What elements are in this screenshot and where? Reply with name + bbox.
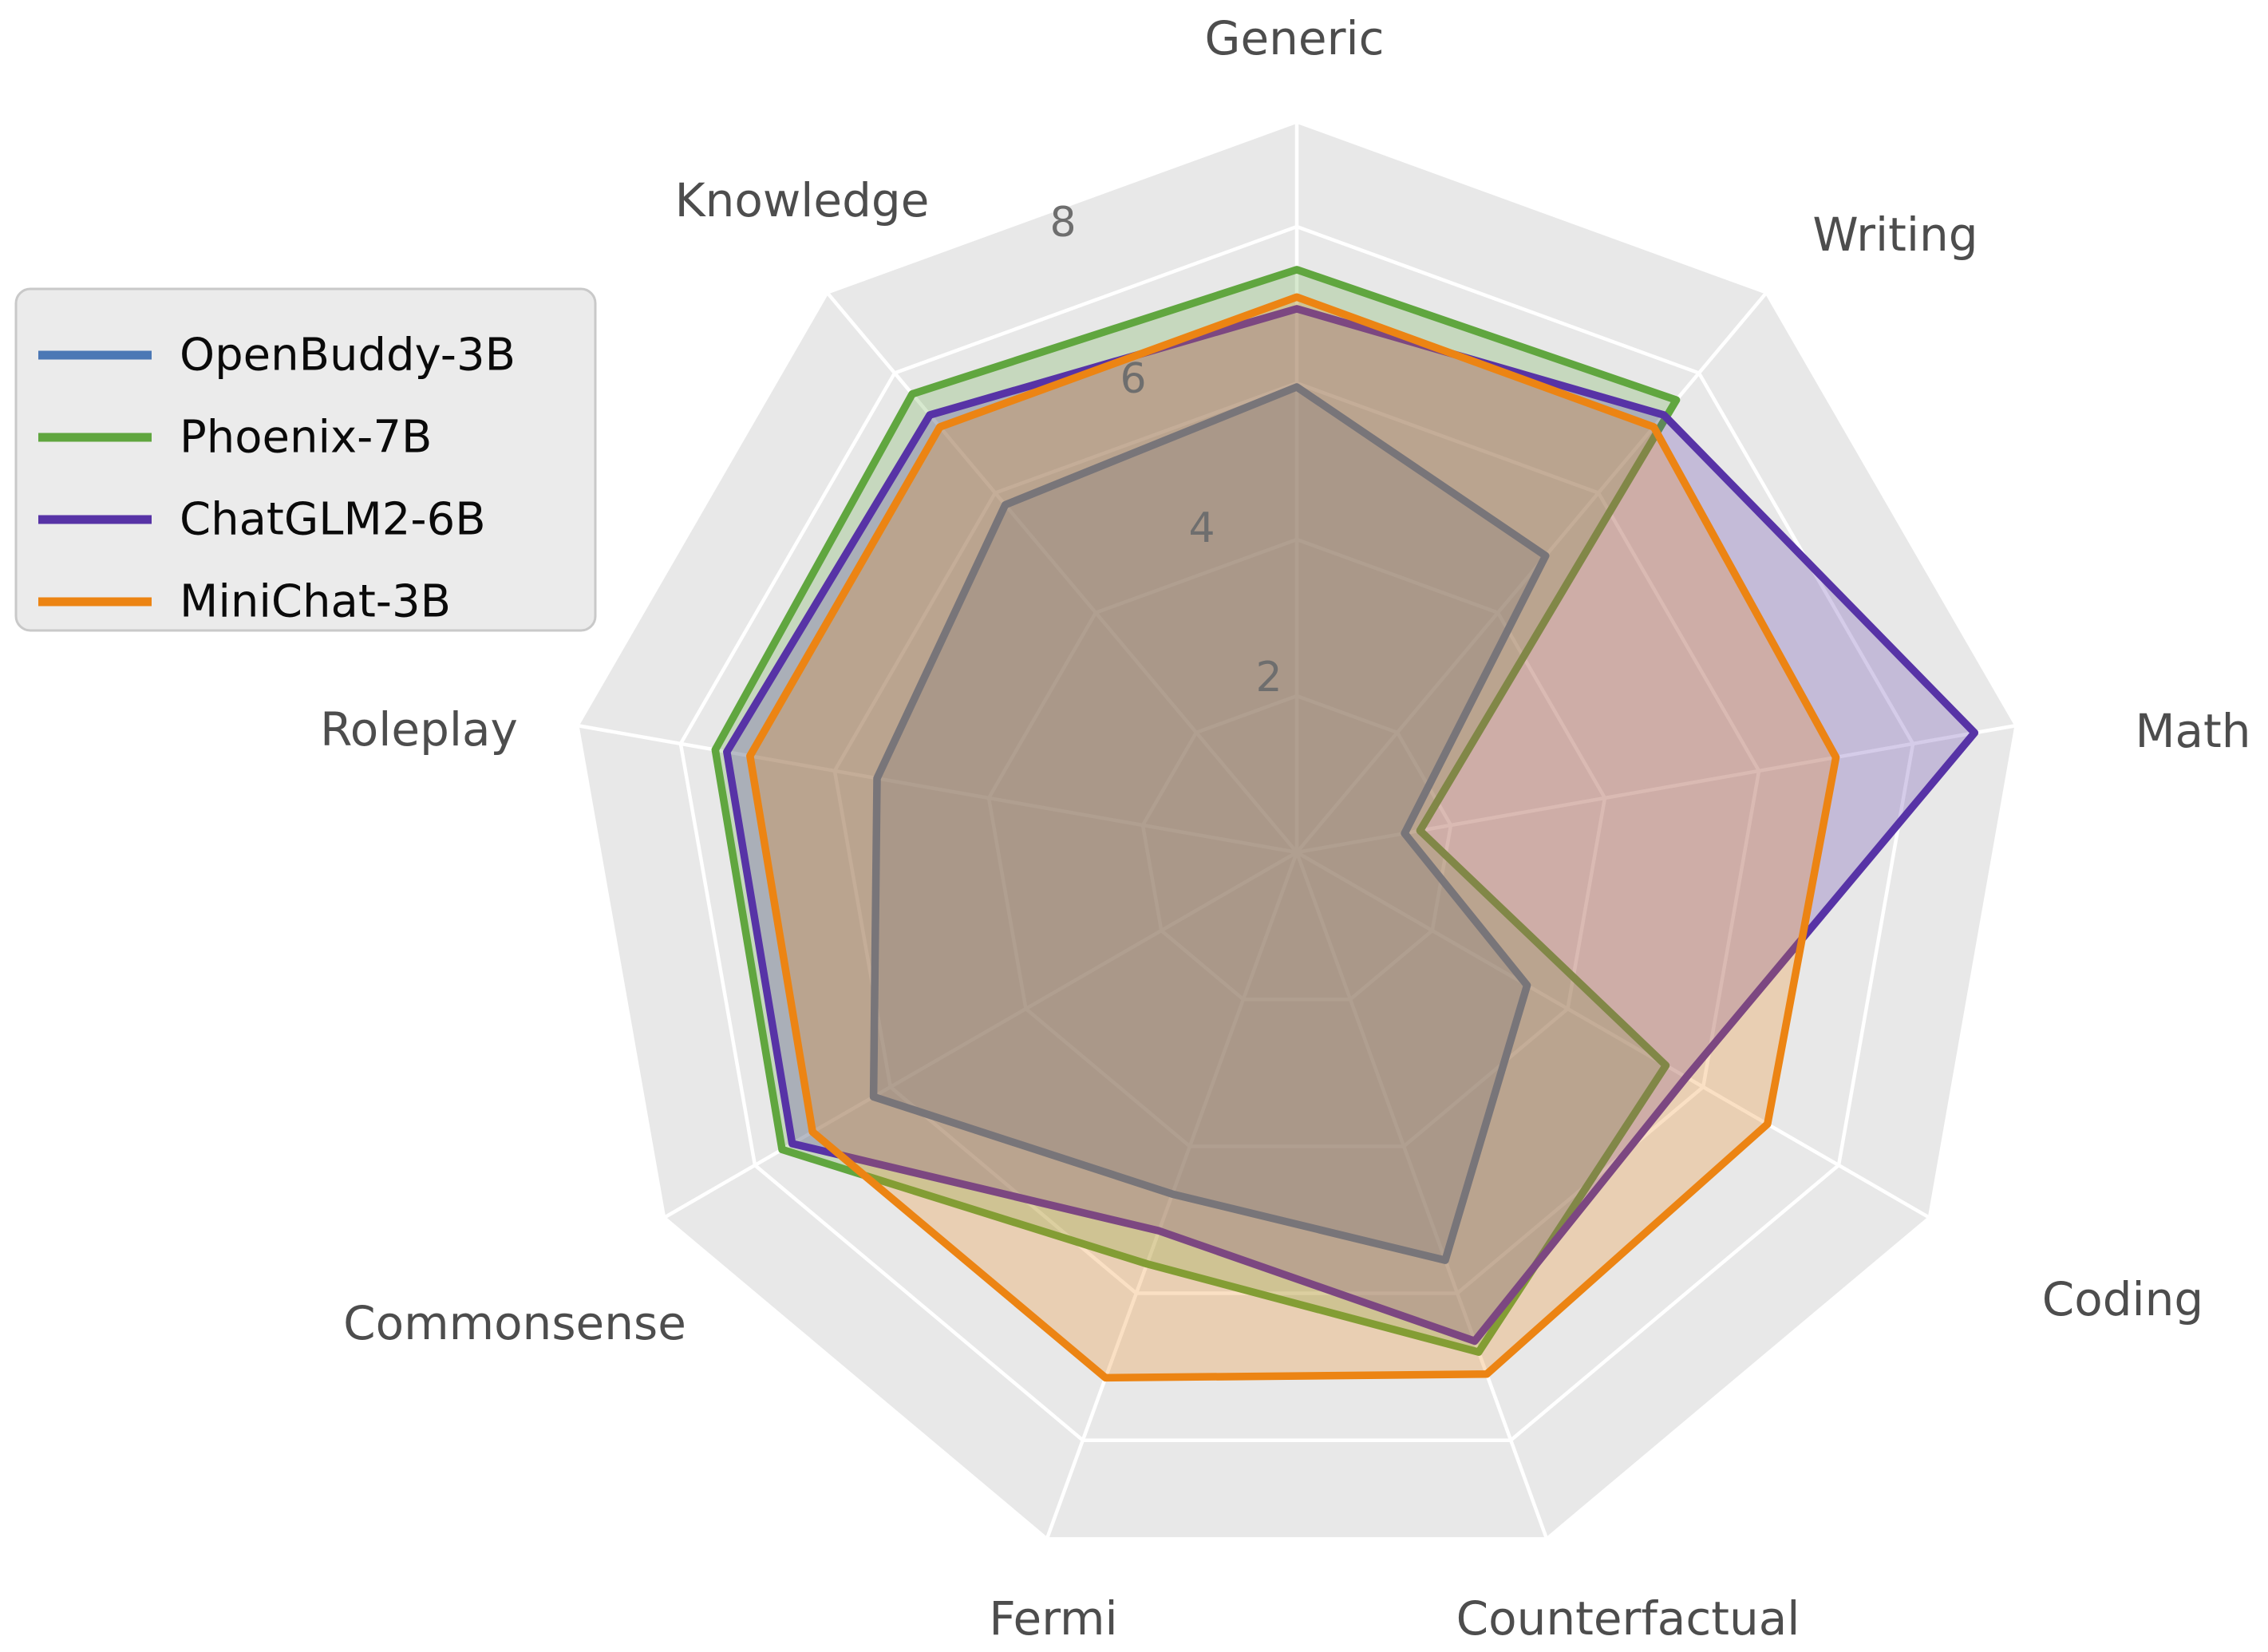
axis-label-math: Math [2135, 704, 2250, 758]
axis-spoke-roleplay [577, 723, 1298, 855]
series-minichat-3b-area [749, 297, 1836, 1378]
series-openbuddy-3b-line [869, 383, 1550, 1264]
axis-label-fermi: Fermi [989, 1591, 1117, 1646]
axis-spoke-coding [1295, 851, 1930, 1219]
series-phoenix-7b-line [711, 266, 1681, 1356]
legend-label-phoenix-7b: Phoenix-7B [180, 412, 432, 464]
axis-label-commonsense: Commonsense [343, 1296, 686, 1350]
series-openbuddy-3b-area [873, 386, 1546, 1261]
axis-label-roleplay: Roleplay [320, 702, 518, 757]
series-minichat-3b-line [746, 293, 1840, 1382]
radial-tick-2: 2 [1255, 654, 1282, 702]
series-phoenix-7b-area [715, 269, 1677, 1353]
axis-label-writing: Writing [1812, 207, 1978, 262]
axis-spoke-commonsense [663, 851, 1298, 1219]
radial-tick-labels: 2 4 6 8 [1049, 199, 1282, 702]
axis-spoke-writing [1295, 291, 1768, 854]
series-chatglm2-6b-line [723, 305, 1979, 1346]
grid-ring-4 [986, 537, 1607, 1148]
radial-tick-4: 4 [1188, 504, 1215, 552]
polar-grid [575, 120, 2018, 1541]
axis-label-generic: Generic [1205, 11, 1385, 65]
legend-box [14, 287, 597, 632]
axis-spoke-knowledge [825, 291, 1298, 854]
axis-label-coding: Coding [2042, 1272, 2204, 1326]
legend-label-openbuddy-3b: OpenBuddy-3B [180, 330, 516, 381]
legend-label-minichat-3b: MiniChat-3B [180, 576, 451, 628]
axis-label-knowledge: Knowledge [675, 173, 930, 227]
radial-tick-6: 6 [1120, 355, 1146, 403]
legend-label-chatglm2-6b: ChatGLM2-6B [180, 494, 486, 546]
grid-ring-6 [832, 381, 1761, 1295]
radial-tick-8: 8 [1049, 199, 1076, 247]
axis-label-counterfactual: Counterfactual [1456, 1591, 1800, 1646]
legend: OpenBuddy-3B Phoenix-7B ChatGLM2-6B Mini… [14, 287, 597, 632]
series-layer [711, 266, 1979, 1382]
grid-ring-2 [1140, 694, 1453, 1002]
axis-spoke-counterfactual [1294, 852, 1549, 1539]
axis-labels: Generic Writing Math Coding Counterfactu… [320, 11, 2250, 1646]
series-chatglm2-6b-area [726, 308, 1975, 1342]
